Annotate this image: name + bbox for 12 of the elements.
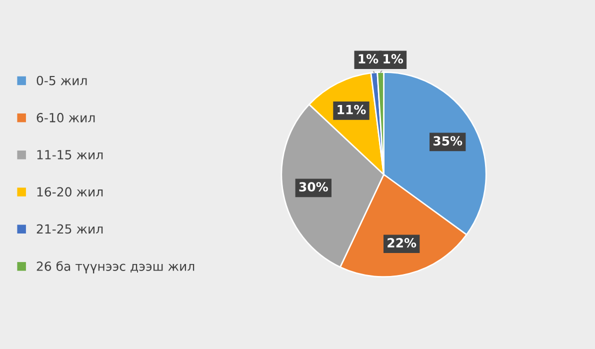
- data-label: 22%: [388, 238, 416, 248]
- legend-label: 6-10 жил: [36, 112, 95, 122]
- legend-label: 26 ба түүнээс дээш жил: [36, 261, 194, 274]
- data-label: 1%: [384, 54, 404, 64]
- legend-label: 0-5 жил: [36, 76, 87, 86]
- data-label: 11%: [338, 104, 366, 114]
- legend-label: 11-15 жил: [37, 150, 103, 160]
- data-label: 30%: [299, 182, 328, 192]
- legend-label: 21-25 жил: [36, 224, 103, 234]
- legend-label: 16-20 жил: [37, 187, 103, 197]
- data-label: 1%: [358, 54, 378, 64]
- data-label: 35%: [433, 136, 462, 146]
